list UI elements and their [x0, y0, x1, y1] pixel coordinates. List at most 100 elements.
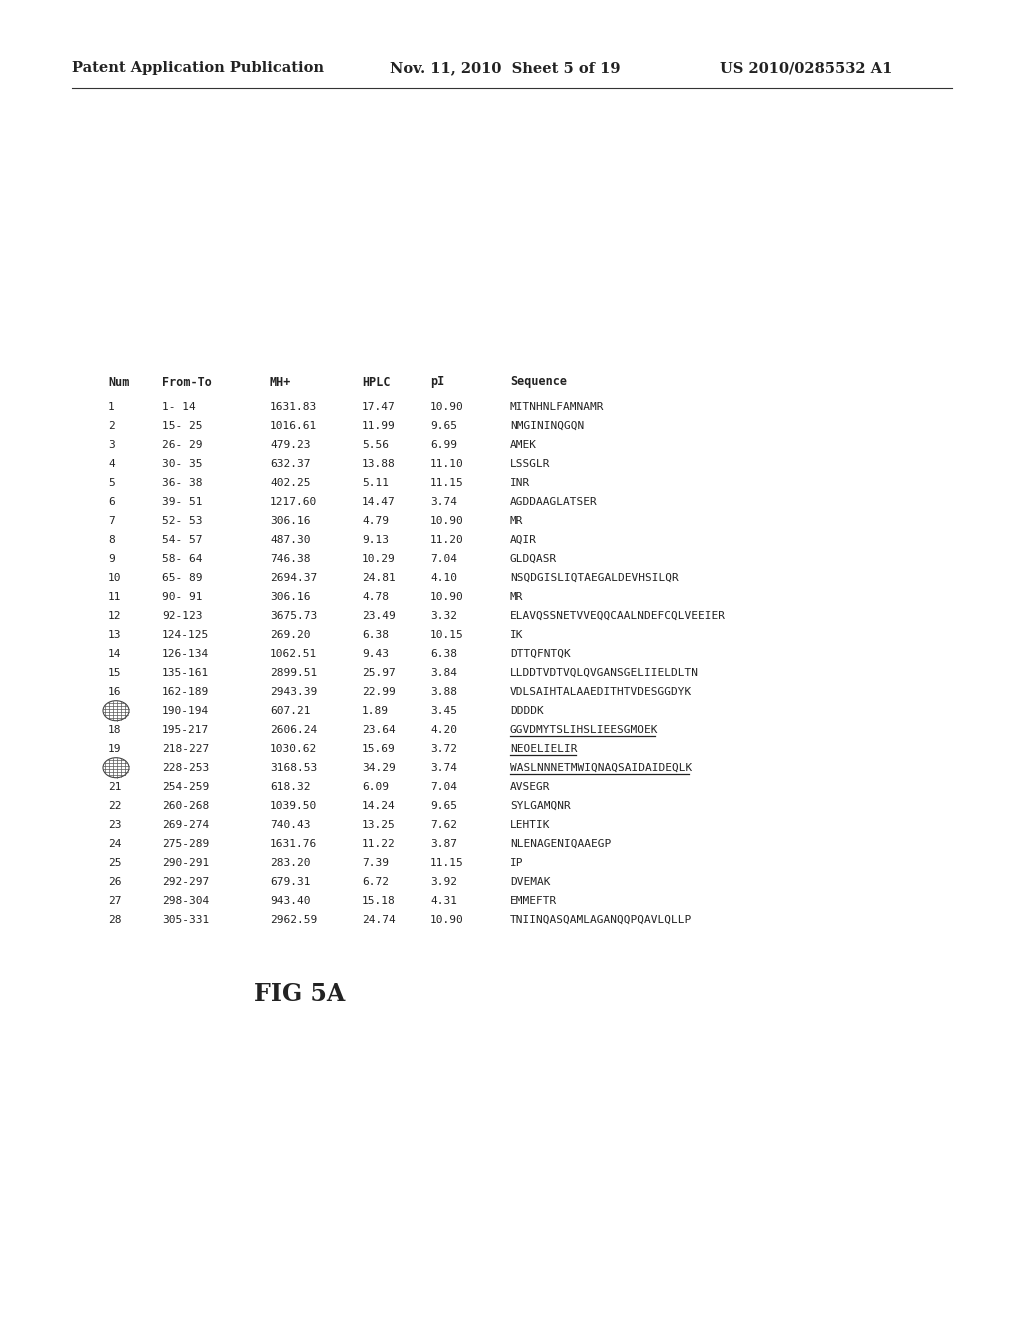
Text: 14.47: 14.47 — [362, 496, 395, 507]
Text: EMMEFTR: EMMEFTR — [510, 896, 557, 906]
Text: 18: 18 — [108, 725, 122, 735]
Text: DDDDK: DDDDK — [510, 706, 544, 715]
Text: LSSGLR: LSSGLR — [510, 459, 551, 469]
Text: 6.38: 6.38 — [362, 630, 389, 640]
Text: 1016.61: 1016.61 — [270, 421, 317, 430]
Text: 2943.39: 2943.39 — [270, 686, 317, 697]
Text: AVSEGR: AVSEGR — [510, 781, 551, 792]
Text: 54- 57: 54- 57 — [162, 535, 203, 545]
Text: Num: Num — [108, 375, 129, 388]
Text: 3.92: 3.92 — [430, 876, 457, 887]
Text: Patent Application Publication: Patent Application Publication — [72, 61, 324, 75]
Text: 269-274: 269-274 — [162, 820, 209, 830]
Text: 746.38: 746.38 — [270, 553, 310, 564]
Text: 5.56: 5.56 — [362, 440, 389, 450]
Text: AGDDAAGLATSER: AGDDAAGLATSER — [510, 496, 598, 507]
Text: 1.89: 1.89 — [362, 706, 389, 715]
Text: NEOELIELIR: NEOELIELIR — [510, 743, 578, 754]
Text: 11.99: 11.99 — [362, 421, 395, 430]
Text: 3.32: 3.32 — [430, 611, 457, 620]
Text: 65- 89: 65- 89 — [162, 573, 203, 582]
Text: 9.13: 9.13 — [362, 535, 389, 545]
Text: 2: 2 — [108, 421, 115, 430]
Text: NLENAGENIQAAEGP: NLENAGENIQAAEGP — [510, 838, 611, 849]
Text: 4.78: 4.78 — [362, 591, 389, 602]
Text: 9.65: 9.65 — [430, 801, 457, 810]
Text: 12: 12 — [108, 611, 122, 620]
Text: 11.20: 11.20 — [430, 535, 464, 545]
Text: 21: 21 — [108, 781, 122, 792]
Text: 6.38: 6.38 — [430, 648, 457, 659]
Text: MR: MR — [510, 591, 523, 602]
Text: 4.10: 4.10 — [430, 573, 457, 582]
Text: 260-268: 260-268 — [162, 801, 209, 810]
Text: 254-259: 254-259 — [162, 781, 209, 792]
Text: 679.31: 679.31 — [270, 876, 310, 887]
Text: 4.79: 4.79 — [362, 516, 389, 525]
Text: 290-291: 290-291 — [162, 858, 209, 867]
Text: 3.74: 3.74 — [430, 763, 457, 772]
Text: MITNHNLFAMNAMR: MITNHNLFAMNAMR — [510, 401, 604, 412]
Text: 58- 64: 58- 64 — [162, 553, 203, 564]
Text: 14: 14 — [108, 648, 122, 659]
Text: 275-289: 275-289 — [162, 838, 209, 849]
Text: 292-297: 292-297 — [162, 876, 209, 887]
Text: 10.90: 10.90 — [430, 915, 464, 925]
Text: 22.99: 22.99 — [362, 686, 395, 697]
Text: 402.25: 402.25 — [270, 478, 310, 487]
Text: 3168.53: 3168.53 — [270, 763, 317, 772]
Text: ELAVQSSNETVVEQQCAALNDEFCQLVEEIER: ELAVQSSNETVVEQQCAALNDEFCQLVEEIER — [510, 611, 726, 620]
Text: IK: IK — [510, 630, 523, 640]
Text: 5.11: 5.11 — [362, 478, 389, 487]
Text: 269.20: 269.20 — [270, 630, 310, 640]
Text: 7.39: 7.39 — [362, 858, 389, 867]
Text: 26- 29: 26- 29 — [162, 440, 203, 450]
Text: 306.16: 306.16 — [270, 516, 310, 525]
Text: pI: pI — [430, 375, 444, 388]
Text: 90- 91: 90- 91 — [162, 591, 203, 602]
Text: GLDQASR: GLDQASR — [510, 553, 557, 564]
Text: 1631.83: 1631.83 — [270, 401, 317, 412]
Text: 306.16: 306.16 — [270, 591, 310, 602]
Text: 23.49: 23.49 — [362, 611, 395, 620]
Text: INR: INR — [510, 478, 530, 487]
Text: 10.29: 10.29 — [362, 553, 395, 564]
Text: 1030.62: 1030.62 — [270, 743, 317, 754]
Text: 36- 38: 36- 38 — [162, 478, 203, 487]
Text: 162-189: 162-189 — [162, 686, 209, 697]
Text: AQIR: AQIR — [510, 535, 537, 545]
Text: 6.09: 6.09 — [362, 781, 389, 792]
Text: 1631.76: 1631.76 — [270, 838, 317, 849]
Text: MH+: MH+ — [270, 375, 292, 388]
Text: 11.10: 11.10 — [430, 459, 464, 469]
Text: LLDDTVDTVQLQVGANSGELIIELDLTN: LLDDTVDTVQLQVGANSGELIIELDLTN — [510, 668, 699, 677]
Text: 124-125: 124-125 — [162, 630, 209, 640]
Text: VDLSAIHTALAAEDITHTVDESGGDYK: VDLSAIHTALAAEDITHTVDESGGDYK — [510, 686, 692, 697]
Text: 228-253: 228-253 — [162, 763, 209, 772]
Text: 3675.73: 3675.73 — [270, 611, 317, 620]
Text: NMGININQGQN: NMGININQGQN — [510, 421, 585, 430]
Text: 22: 22 — [108, 801, 122, 810]
Text: 28: 28 — [108, 915, 122, 925]
Text: 7.04: 7.04 — [430, 553, 457, 564]
Text: 632.37: 632.37 — [270, 459, 310, 469]
Text: US 2010/0285532 A1: US 2010/0285532 A1 — [720, 61, 892, 75]
Text: DTTQFNTQK: DTTQFNTQK — [510, 648, 570, 659]
Text: 479.23: 479.23 — [270, 440, 310, 450]
Text: 3.88: 3.88 — [430, 686, 457, 697]
Text: 126-134: 126-134 — [162, 648, 209, 659]
Text: 30- 35: 30- 35 — [162, 459, 203, 469]
Text: 298-304: 298-304 — [162, 896, 209, 906]
Text: 740.43: 740.43 — [270, 820, 310, 830]
Text: 15- 25: 15- 25 — [162, 421, 203, 430]
Text: 11: 11 — [108, 591, 122, 602]
Text: 618.32: 618.32 — [270, 781, 310, 792]
Text: HPLC: HPLC — [362, 375, 390, 388]
Text: From-To: From-To — [162, 375, 212, 388]
Text: 10.15: 10.15 — [430, 630, 464, 640]
Text: TNIINQASQAMLAGANQQPQAVLQLLP: TNIINQASQAMLAGANQQPQAVLQLLP — [510, 915, 692, 925]
Text: 13.88: 13.88 — [362, 459, 395, 469]
Text: 3.45: 3.45 — [430, 706, 457, 715]
Text: 2694.37: 2694.37 — [270, 573, 317, 582]
Text: 943.40: 943.40 — [270, 896, 310, 906]
